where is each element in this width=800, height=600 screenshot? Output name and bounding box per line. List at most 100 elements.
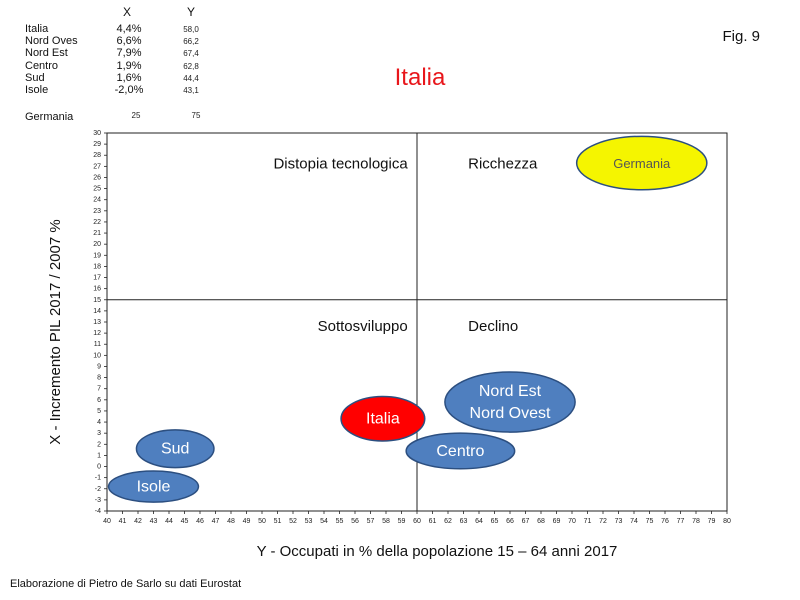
- table-row-x: 7,9%: [116, 47, 142, 60]
- x-tick-label: 71: [584, 518, 592, 525]
- table-row-y: 67,4: [183, 49, 199, 59]
- x-tick-label: 76: [661, 518, 669, 525]
- table-row-y: 58,0: [183, 25, 199, 34]
- table-row-x: 1,9%: [116, 59, 142, 72]
- chart-title: Italia: [394, 64, 446, 91]
- quadrant-label: Sottosviluppo: [318, 318, 408, 335]
- x-tick-label: 40: [103, 518, 111, 525]
- y-tick-label: 12: [93, 330, 101, 337]
- table-row-y: 43,1: [183, 86, 199, 95]
- x-tick-label: 42: [134, 518, 142, 525]
- quadrant-label: Ricchezza: [468, 156, 538, 173]
- y-tick-label: 4: [97, 419, 101, 426]
- x-tick-label: 78: [692, 518, 700, 525]
- x-tick-label: 68: [537, 518, 545, 525]
- y-tick-label: 27: [93, 163, 101, 170]
- data-point-label: Sud: [161, 441, 189, 458]
- table-row-label: Centro: [25, 59, 59, 72]
- y-axis-label: X - Incremento PIL 2017 / 2007 %: [47, 219, 64, 444]
- x-tick-label: 52: [289, 518, 297, 525]
- x-tick-label: 57: [367, 518, 375, 525]
- x-tick-label: 45: [181, 518, 189, 525]
- x-tick-label: 59: [398, 518, 406, 525]
- x-tick-label: 43: [150, 518, 158, 525]
- x-tick-label: 73: [615, 518, 623, 525]
- y-tick-label: -1: [95, 475, 101, 482]
- data-table: X Y Italia 4,4% 58,0 Nord Oves 6,6% 66,2 Nord Es…: [0, 0, 220, 125]
- x-tick-label: 61: [429, 518, 437, 525]
- y-tick-label: -3: [95, 497, 101, 504]
- y-tick-label: 7: [97, 386, 101, 393]
- x-tick-label: 53: [305, 518, 313, 525]
- x-tick-label: 44: [165, 518, 173, 525]
- x-tick-label: 80: [723, 518, 731, 525]
- x-tick-label: 72: [599, 518, 607, 525]
- table-row-x: 1,6%: [116, 71, 142, 84]
- data-point-label: Nord Ovest: [470, 405, 551, 422]
- x-tick-label: 69: [553, 518, 561, 525]
- y-tick-label: 25: [93, 186, 101, 193]
- table-row-label: Nord Est: [25, 47, 68, 60]
- x-tick-label: 62: [444, 518, 452, 525]
- y-tick-label: 19: [93, 252, 101, 259]
- quadrant-label: Declino: [468, 318, 518, 335]
- x-tick-label: 54: [320, 518, 328, 525]
- data-point: [405, 432, 516, 470]
- x-tick-label: 50: [258, 518, 266, 525]
- table-row-y: 44,4: [183, 73, 199, 83]
- table-row-label: Germania: [25, 111, 74, 123]
- data-point: [107, 470, 200, 503]
- figure-label: Fig. 9: [722, 28, 760, 45]
- y-tick-label: 10: [93, 352, 101, 359]
- x-tick-label: 41: [119, 518, 127, 525]
- y-tick-label: 28: [93, 152, 101, 159]
- x-tick-label: 63: [460, 518, 468, 525]
- x-tick-label: 79: [708, 518, 716, 525]
- x-tick-label: 58: [382, 518, 390, 525]
- x-tick-label: 65: [491, 518, 499, 525]
- data-point: [444, 371, 576, 433]
- x-tick-label: 55: [336, 518, 344, 525]
- y-tick-label: 0: [97, 464, 101, 471]
- data-point-label: Isole: [137, 479, 171, 496]
- y-tick-label: -2: [95, 486, 101, 493]
- data-point: [135, 429, 215, 469]
- table-header-y: Y: [186, 5, 195, 19]
- y-tick-label: 2: [97, 441, 101, 448]
- y-tick-label: 11: [94, 341, 101, 348]
- table-row-y: 62,8: [183, 61, 199, 71]
- x-axis-label: Y - Occupati in % della popolazione 15 –…: [257, 543, 618, 560]
- y-tick-label: 23: [93, 208, 101, 215]
- y-tick-label: 17: [93, 275, 101, 282]
- y-tick-label: 1: [97, 452, 101, 459]
- data-point: [340, 395, 426, 442]
- table-row-x: 6,6%: [116, 35, 142, 48]
- x-tick-label: 64: [475, 518, 483, 525]
- data-point-label: Nord Est: [479, 383, 542, 400]
- table-row-y: 75: [191, 111, 201, 120]
- y-tick-label: 29: [93, 141, 101, 148]
- table-row-y: 66,2: [183, 37, 199, 47]
- data-point-label: Centro: [436, 443, 484, 460]
- y-tick-label: 14: [93, 308, 101, 315]
- x-tick-label: 51: [274, 518, 282, 525]
- x-tick-label: 66: [506, 518, 514, 525]
- y-tick-label: 15: [93, 297, 101, 304]
- y-tick-label: 18: [93, 263, 101, 270]
- y-tick-label: -4: [95, 508, 101, 515]
- table-row-label: Italia: [25, 23, 49, 35]
- y-tick-label: 22: [93, 219, 101, 226]
- credit-note: Elaborazione di Pietro de Sarlo su dati …: [10, 578, 242, 590]
- y-tick-label: 9: [97, 363, 101, 370]
- table-row-x: 25: [131, 111, 141, 120]
- data-point-label: Germania: [613, 156, 671, 171]
- x-tick-label: 74: [630, 518, 638, 525]
- x-tick-label: 48: [227, 518, 235, 525]
- y-tick-label: 30: [93, 130, 101, 137]
- x-tick-label: 56: [351, 518, 359, 525]
- y-tick-label: 8: [97, 375, 101, 382]
- quadrant-label: Distopia tecnologica: [273, 156, 408, 173]
- table-row-x: 4,4%: [116, 23, 142, 35]
- table-row-label: Nord Oves: [25, 35, 78, 48]
- x-tick-label: 46: [196, 518, 204, 525]
